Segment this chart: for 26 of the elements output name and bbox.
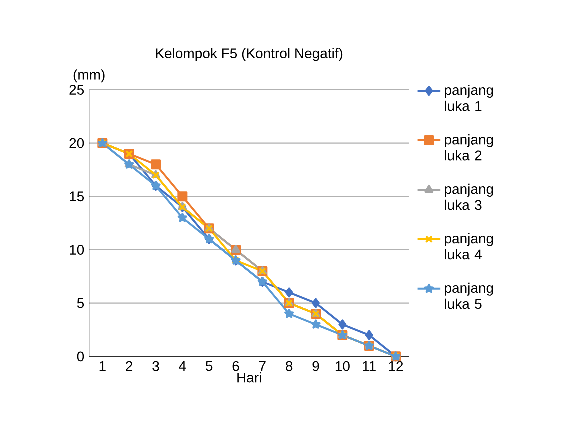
y-tick-label: 5 (77, 298, 84, 308)
y-tick-label: 15 (70, 192, 84, 202)
y-tick-label: 25 (70, 85, 84, 95)
x-tick-label: 11 (363, 361, 376, 372)
y-axis-title: (mm) (74, 70, 105, 83)
x-tick-label: 12 (389, 361, 404, 372)
x-axis-title: Hari (238, 372, 262, 383)
x-tick-label: 3 (152, 361, 160, 372)
x-tick-label: 10 (336, 361, 350, 372)
y-tick-label: 10 (70, 245, 84, 255)
x-tick-label: 6 (232, 361, 240, 372)
legend-label: panjang luka 5 (445, 282, 494, 310)
x-tick-label: 8 (286, 361, 293, 372)
x-tick-label: 2 (126, 361, 133, 372)
x-tick-label: 5 (206, 361, 213, 372)
legend-label: panjang luka 4 (445, 233, 494, 260)
x-tick-label: 1 (100, 361, 106, 372)
x-tick-label: 7 (259, 361, 266, 372)
y-tick-label: 20 (70, 138, 84, 148)
legend-label: panjang luka 2 (445, 134, 494, 161)
x-tick-label: 9 (312, 361, 320, 372)
x-tick-label: 4 (179, 361, 186, 372)
chart-title: Kelompok F5 (Kontrol Negatif) (156, 48, 343, 62)
y-tick-label: 0 (77, 352, 84, 362)
legend-label: panjang luka 3 (445, 184, 494, 210)
legend-label: panjang luka 1 (445, 84, 494, 112)
